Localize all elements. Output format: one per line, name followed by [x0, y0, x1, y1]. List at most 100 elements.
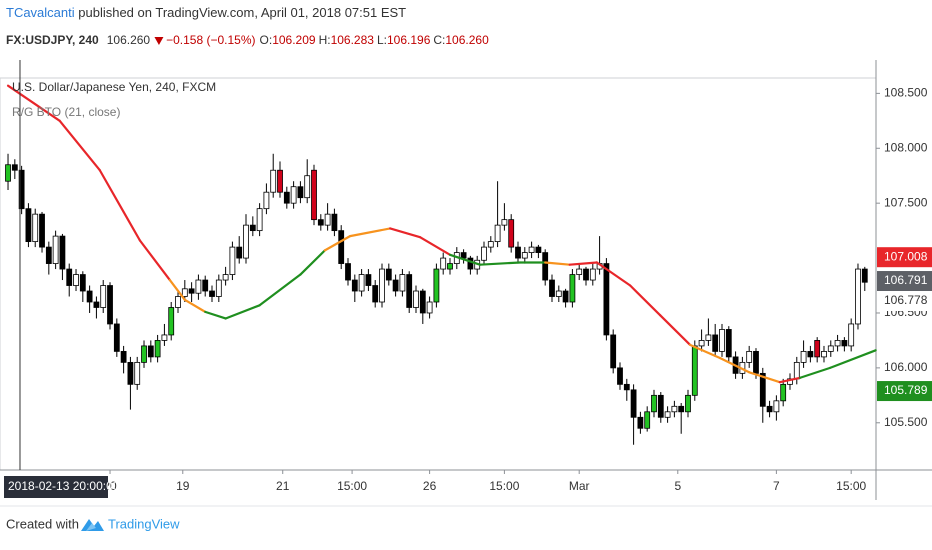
chart-title: U.S. Dollar/Japanese Yen, 240, FXCM — [12, 80, 216, 94]
ma-segment — [544, 261, 571, 266]
candle-body — [11, 164, 18, 171]
price-label: 105.789 — [884, 383, 928, 397]
candle-body — [562, 290, 569, 303]
candle-body — [542, 252, 549, 281]
candle-body — [277, 169, 283, 193]
candle-body — [426, 301, 433, 314]
ohlc-key: C: — [433, 33, 445, 47]
candle-body — [719, 329, 725, 352]
candle-body — [800, 351, 807, 363]
candle-body — [93, 301, 100, 308]
candle-body — [120, 351, 127, 363]
candle-body — [637, 416, 644, 429]
ma-segment — [748, 371, 781, 384]
candle-body — [814, 340, 821, 358]
candle-body — [202, 279, 209, 292]
candle-body — [107, 285, 113, 325]
candle-body — [283, 191, 290, 204]
ohlc-key: H: — [319, 33, 331, 47]
candle-body — [345, 263, 351, 281]
candle-body — [379, 268, 385, 303]
candle-body — [385, 268, 392, 281]
published: published on TradingView.com, April 01, … — [75, 5, 407, 20]
y-tick-label: 108.000 — [884, 140, 928, 154]
candle-body — [79, 274, 86, 292]
candle-body — [610, 334, 617, 369]
author[interactable]: TCavalcanti — [6, 5, 75, 20]
candle-body — [5, 164, 11, 182]
ohlc-value: 106.260 — [445, 33, 489, 47]
candle-body — [766, 405, 773, 413]
candle-body — [569, 274, 576, 303]
candle-body — [685, 394, 691, 413]
candle-body — [154, 340, 161, 358]
ma-segment — [688, 343, 722, 360]
candle-body — [25, 208, 32, 243]
ma-segment — [478, 261, 522, 266]
candle-body — [460, 252, 467, 259]
candle-body — [535, 246, 542, 253]
candle-body — [712, 334, 719, 352]
candle-body — [243, 224, 249, 259]
y-tick-label: 107.500 — [884, 195, 928, 209]
candle-body — [263, 191, 270, 210]
x-tick-label: 7 — [773, 479, 780, 493]
ma-segment — [224, 304, 261, 320]
candle-body — [324, 213, 331, 226]
candle-body — [759, 372, 766, 407]
candle-body — [168, 307, 175, 336]
ohlc-value: 106.283 — [331, 33, 375, 47]
y-tick-label: 108.500 — [884, 86, 928, 100]
candle-body — [861, 268, 868, 283]
candle-body — [290, 186, 297, 204]
candle-body — [780, 383, 787, 402]
ohlc-value: 106.196 — [387, 33, 431, 47]
x-tick-label: 15:00 — [836, 479, 866, 493]
candle-body — [175, 296, 181, 308]
ma-segment — [595, 261, 632, 287]
candle-body — [229, 246, 236, 275]
symbol: FX:USDJPY, 240 — [6, 33, 99, 47]
ohlc-value: 106.209 — [272, 33, 316, 47]
candle-body — [73, 274, 79, 286]
candle-body — [508, 219, 515, 248]
crosshair-label: 2018-02-13 20:00:00 — [8, 479, 120, 493]
plot — [5, 84, 877, 445]
x-tick-label: Mar — [569, 479, 590, 493]
candle-body — [399, 274, 406, 292]
ma-segment — [389, 227, 422, 239]
candle-body — [32, 213, 39, 243]
y-tick-label: 106.000 — [884, 360, 928, 374]
header-line: TCavalcanti published on TradingView.com… — [6, 5, 406, 20]
price-label: 106.778 — [884, 293, 928, 307]
change: −0.158 (−0.15%) — [166, 33, 255, 47]
candle-body — [181, 288, 188, 297]
symbol-line: FX:USDJPY, 240 106.260 −0.158 (−0.15%) O:10… — [6, 33, 489, 47]
ma-segment — [168, 278, 186, 301]
candle-body — [855, 268, 861, 325]
ma-segment — [799, 366, 832, 379]
candle-body — [515, 246, 521, 259]
candle-body — [18, 169, 25, 210]
change-arrow — [154, 37, 164, 45]
ma-segment — [829, 349, 877, 369]
candle-body — [746, 351, 753, 363]
crosshair-label-box — [4, 476, 108, 498]
candle-body — [644, 411, 651, 429]
price-label-box — [877, 271, 932, 292]
candle-body — [773, 400, 780, 413]
candle-body — [297, 186, 304, 199]
candle-body — [467, 257, 474, 270]
indicator-label: R/G BTO (21, close) — [12, 105, 120, 119]
candle-body — [753, 351, 759, 374]
x-tick-label: 21 — [276, 479, 290, 493]
candle-body — [141, 345, 147, 363]
candle-body — [419, 290, 426, 314]
candle-body — [487, 241, 494, 248]
candle-body — [188, 288, 195, 294]
footer-brand[interactable]: TradingView — [108, 516, 180, 531]
footer-created: Created with — [6, 516, 79, 531]
ma-segment — [58, 119, 101, 172]
